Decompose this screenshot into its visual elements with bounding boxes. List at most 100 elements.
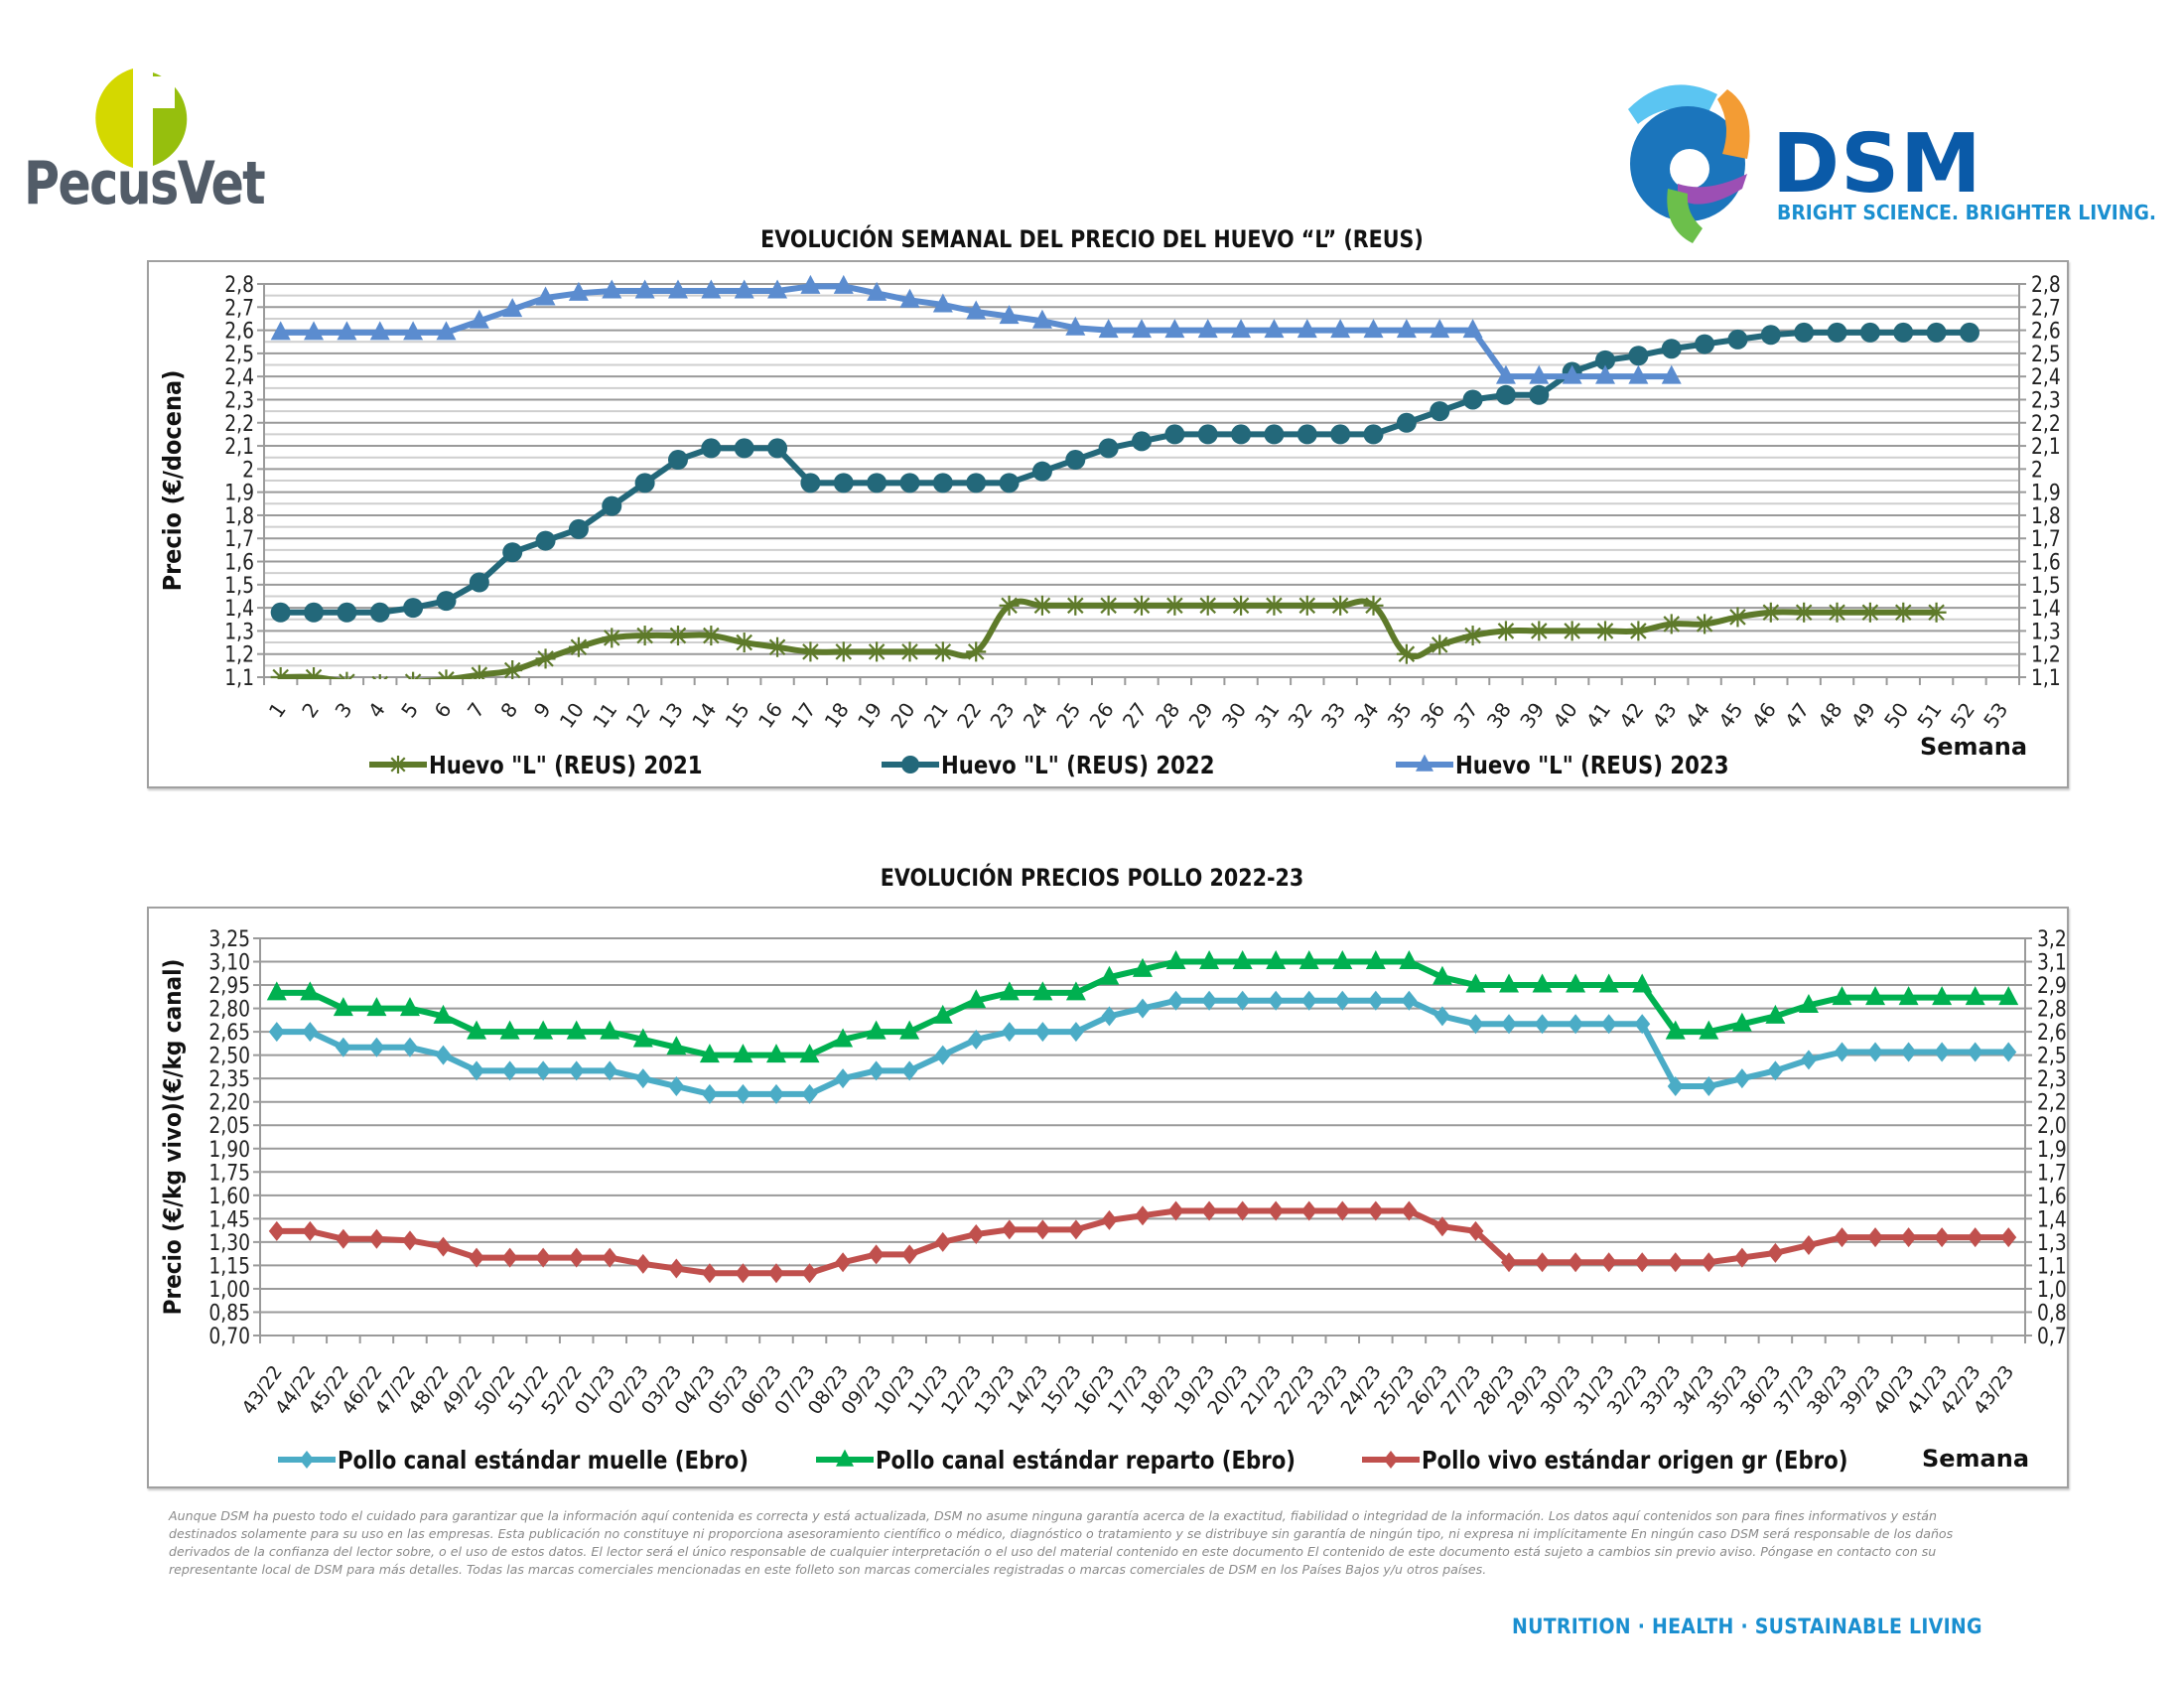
data-point bbox=[1595, 364, 1616, 384]
y-tick-label: 1,9 bbox=[224, 480, 254, 505]
data-point bbox=[735, 1263, 751, 1284]
legend-marker bbox=[901, 756, 919, 774]
data-point bbox=[335, 1037, 351, 1057]
data-point bbox=[800, 641, 821, 662]
data-point bbox=[1834, 1042, 1850, 1062]
data-point bbox=[1798, 993, 1819, 1013]
x-tick-label: 46 bbox=[1747, 698, 1781, 733]
data-point bbox=[1534, 1252, 1551, 1273]
data-point bbox=[1967, 1227, 1983, 1248]
y-tick-label: 2,35 bbox=[208, 1066, 250, 1092]
y-tick-label: 2,8 bbox=[224, 272, 254, 298]
data-point bbox=[999, 473, 1020, 493]
chicken-chart-title: EVOLUCIÓN PRECIOS POLLO 2022-23 bbox=[880, 864, 1304, 892]
data-point bbox=[1898, 986, 1919, 1006]
data-point bbox=[1832, 986, 1852, 1006]
data-point bbox=[270, 602, 291, 623]
data-point bbox=[568, 1247, 585, 1268]
data-point bbox=[502, 542, 523, 563]
y-tick-label: 1,1 bbox=[224, 665, 254, 691]
data-point bbox=[1132, 595, 1152, 616]
data-point bbox=[667, 626, 688, 646]
y2-tick-label: 1,75 bbox=[2037, 1160, 2067, 1186]
y-tick-label: 2,65 bbox=[208, 1020, 250, 1046]
data-point bbox=[602, 1060, 618, 1081]
y-tick-label: 2,95 bbox=[208, 973, 250, 999]
x-tick-label: 45 bbox=[1713, 698, 1747, 733]
data-point bbox=[1430, 319, 1450, 339]
data-point bbox=[399, 997, 420, 1017]
data-point bbox=[533, 1020, 554, 1040]
data-point bbox=[302, 1022, 319, 1043]
y-tick-label: 1,3 bbox=[224, 619, 254, 644]
data-point bbox=[1067, 1022, 1084, 1043]
data-point bbox=[1396, 412, 1417, 433]
legend-label: Pollo canal estándar reparto (Ebro) bbox=[876, 1446, 1296, 1475]
data-point bbox=[1661, 364, 1682, 384]
data-point bbox=[501, 1247, 518, 1268]
x-tick-label: 19 bbox=[853, 698, 887, 733]
data-point bbox=[1330, 319, 1351, 339]
egg-chart-title: EVOLUCIÓN SEMANAL DEL PRECIO DEL HUEVO “… bbox=[760, 225, 1424, 253]
x-tick-label: 30 bbox=[1217, 698, 1251, 733]
data-point bbox=[1794, 602, 1815, 623]
data-point bbox=[868, 1060, 885, 1081]
data-point bbox=[899, 1020, 920, 1040]
x-tick-label: 4 bbox=[363, 698, 390, 722]
data-point bbox=[1998, 986, 2019, 1006]
data-point bbox=[1733, 1068, 1750, 1089]
data-point bbox=[1167, 990, 1184, 1011]
data-point bbox=[1595, 621, 1616, 641]
data-point bbox=[469, 309, 489, 329]
data-point bbox=[868, 1244, 885, 1265]
data-point bbox=[1529, 384, 1550, 405]
data-point bbox=[666, 1036, 687, 1055]
data-point bbox=[767, 636, 788, 657]
data-point bbox=[1201, 990, 1218, 1011]
data-point bbox=[734, 633, 754, 653]
x-tick-label: 47 bbox=[1780, 698, 1814, 733]
y-tick-label: 2,80 bbox=[208, 996, 250, 1022]
data-point bbox=[1529, 621, 1550, 641]
data-point bbox=[1859, 602, 1880, 623]
data-point bbox=[1893, 602, 1914, 623]
data-point bbox=[1695, 614, 1715, 634]
data-point bbox=[568, 518, 589, 539]
y-tick-label: 1,45 bbox=[208, 1206, 250, 1232]
x-axis-label: Semana bbox=[1922, 1445, 2029, 1473]
y-tick-label: 2,3 bbox=[224, 387, 254, 413]
x-tick-label: 8 bbox=[495, 698, 522, 722]
data-point bbox=[1432, 965, 1452, 985]
data-point bbox=[1598, 973, 1619, 993]
data-point bbox=[1532, 973, 1553, 993]
x-tick-label: 15 bbox=[721, 698, 754, 733]
data-point bbox=[1101, 1006, 1118, 1027]
data-point bbox=[1099, 965, 1120, 985]
data-point bbox=[767, 279, 788, 299]
y2-tick-label: 2,5 bbox=[2031, 341, 2061, 366]
y2-tick-label: 2,35 bbox=[2037, 1066, 2067, 1092]
legend-item-0: Huevo "L" (REUS) 2021 bbox=[369, 751, 703, 779]
data-point bbox=[634, 473, 655, 493]
data-point bbox=[867, 473, 887, 493]
data-point bbox=[932, 293, 953, 313]
data-point bbox=[1001, 1219, 1018, 1240]
y2-tick-label: 1,7 bbox=[2031, 526, 2061, 552]
data-point bbox=[701, 438, 722, 459]
data-point bbox=[1032, 981, 1053, 1001]
chicken-chart: 3,253,253,103,102,952,952,802,802,652,65… bbox=[160, 926, 2079, 1476]
data-point bbox=[501, 1060, 518, 1081]
data-point bbox=[1396, 643, 1417, 664]
chicken-chart-panel: 3,253,253,103,102,952,952,802,802,652,65… bbox=[147, 907, 2079, 1488]
data-point bbox=[799, 1044, 820, 1063]
data-point bbox=[268, 1220, 285, 1241]
data-point bbox=[535, 1060, 552, 1081]
data-point bbox=[568, 636, 589, 657]
data-point bbox=[1363, 595, 1384, 616]
y-tick-label: 2,50 bbox=[208, 1043, 250, 1068]
data-point bbox=[767, 1083, 784, 1104]
data-point bbox=[835, 1068, 852, 1089]
data-point bbox=[337, 321, 357, 341]
x-tick-label: 17 bbox=[786, 698, 820, 733]
data-point bbox=[867, 641, 887, 662]
